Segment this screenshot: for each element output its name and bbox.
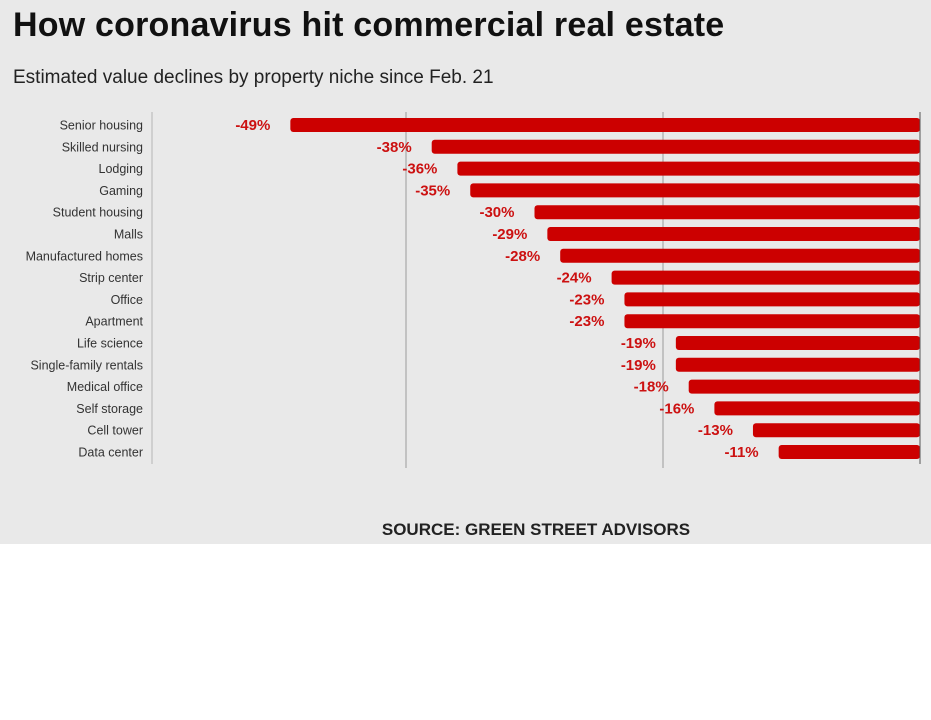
category-label: Senior housing bbox=[60, 119, 143, 133]
chart-panel: How coronavirus hit commercial real esta… bbox=[0, 0, 931, 544]
bar bbox=[470, 183, 920, 198]
bar bbox=[457, 161, 920, 176]
category-label: Medical office bbox=[67, 380, 143, 394]
category-label: Student housing bbox=[53, 206, 143, 220]
data-label: -28% bbox=[505, 248, 540, 265]
data-label: -29% bbox=[492, 226, 527, 243]
bar bbox=[547, 227, 920, 241]
bar bbox=[624, 292, 920, 307]
category-label: Data center bbox=[78, 446, 143, 460]
chart-title: How coronavirus hit commercial real esta… bbox=[13, 6, 725, 44]
bar-chart: Senior housing -49% Skilled nursing -38% Lod… bbox=[26, 112, 921, 468]
category-label: Life science bbox=[77, 337, 143, 351]
data-label: -18% bbox=[634, 379, 669, 396]
data-label: -38% bbox=[377, 139, 412, 156]
category-label: Gaming bbox=[99, 184, 143, 198]
bar bbox=[675, 357, 920, 372]
bar bbox=[624, 314, 920, 329]
source-note: SOURCE: GREEN STREET ADVISORS bbox=[381, 520, 691, 539]
data-label: -19% bbox=[621, 335, 656, 352]
category-label: Office bbox=[111, 293, 143, 307]
data-label: -11% bbox=[724, 444, 758, 461]
category-label: Skilled nursing bbox=[62, 140, 143, 154]
data-label: -36% bbox=[402, 161, 437, 178]
bar bbox=[714, 401, 920, 416]
category-label: Malls bbox=[114, 228, 143, 242]
bar bbox=[290, 118, 921, 132]
data-label: -23% bbox=[569, 291, 604, 308]
data-label: -13% bbox=[698, 422, 733, 439]
bar bbox=[752, 423, 920, 438]
bar bbox=[688, 379, 920, 394]
bar bbox=[675, 336, 920, 350]
data-label: -16% bbox=[659, 400, 694, 417]
category-label: Single-family rentals bbox=[30, 358, 143, 372]
bar bbox=[611, 270, 920, 285]
bar bbox=[560, 248, 920, 263]
data-label: -23% bbox=[569, 313, 604, 330]
category-label: Strip center bbox=[79, 271, 143, 285]
category-label: Self storage bbox=[76, 402, 143, 416]
category-label: Lodging bbox=[99, 162, 144, 176]
bar bbox=[431, 139, 920, 154]
category-label: Manufactured homes bbox=[26, 249, 143, 263]
data-label: -35% bbox=[415, 182, 450, 199]
chart-subtitle: Estimated value declines by property nic… bbox=[13, 67, 494, 88]
data-label: -24% bbox=[557, 270, 592, 287]
category-label: Cell tower bbox=[87, 424, 143, 438]
category-label: Apartment bbox=[85, 315, 143, 329]
bar bbox=[534, 205, 920, 220]
data-label: -30% bbox=[479, 204, 514, 221]
data-label: -49% bbox=[235, 117, 270, 134]
data-label: -19% bbox=[621, 357, 656, 374]
bar bbox=[778, 445, 920, 459]
